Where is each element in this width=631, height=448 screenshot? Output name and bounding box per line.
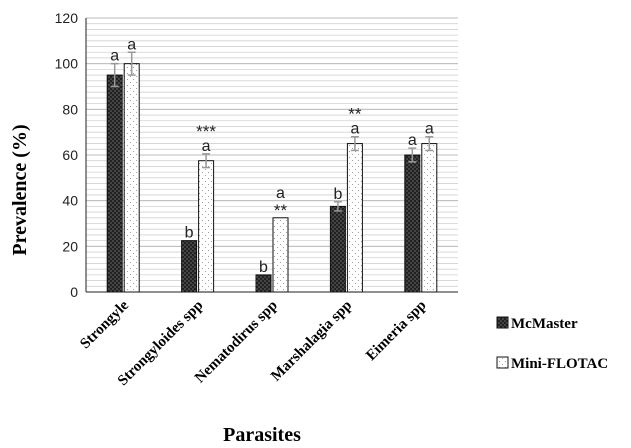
legend: McMaster Mini-FLOTAC	[496, 316, 608, 372]
letter-label: a	[408, 132, 417, 149]
bar-mcmaster	[181, 240, 198, 293]
y-tick-label: 60	[62, 147, 78, 163]
significance-label: **	[348, 105, 362, 124]
letter-label: a	[350, 121, 359, 138]
significance-label: ***	[196, 122, 216, 141]
x-axis-title: Parasites	[223, 424, 301, 446]
axes: 0 20 40 60 80 100 120	[55, 10, 458, 300]
letter-label: b	[333, 186, 342, 203]
bar-mini-flotac	[198, 160, 215, 293]
y-tick-label: 0	[70, 284, 78, 300]
legend-label: Mini-FLOTAC	[511, 356, 608, 372]
category-label: Marshalagia spp	[268, 298, 355, 385]
letter-label: a	[127, 36, 136, 53]
letter-label: b	[259, 259, 268, 276]
legend-swatch	[496, 356, 509, 369]
legend-label: McMaster	[511, 316, 578, 332]
bar-mcmaster	[106, 74, 123, 293]
gridlines	[86, 17, 458, 293]
bar-mini-flotac	[421, 143, 438, 293]
bar-mini-flotac	[346, 143, 363, 293]
letter-label: b	[185, 225, 194, 242]
y-tick-label: 40	[62, 193, 78, 209]
y-tick-label: 20	[62, 238, 78, 254]
category-label: Eimeria spp	[363, 298, 429, 364]
y-tick-label: 100	[55, 56, 79, 72]
bars	[106, 51, 438, 293]
y-tick-label: 120	[55, 10, 79, 26]
y-axis-title: Prevalence (%)	[9, 124, 31, 255]
bar-mcmaster	[255, 274, 272, 293]
y-tick-label: 80	[62, 101, 78, 117]
letter-label: a	[425, 121, 434, 138]
letter-label: a	[110, 48, 119, 65]
bar-mcmaster	[329, 205, 346, 293]
category-label: Strongyle	[77, 297, 132, 352]
letter-label: a	[202, 138, 211, 155]
bar-mcmaster	[404, 154, 421, 293]
significance-label: **	[274, 201, 288, 220]
letter-label: a	[276, 185, 285, 202]
bar-mini-flotac	[272, 217, 289, 293]
bar-mini-flotac	[123, 63, 140, 293]
legend-swatch	[496, 316, 509, 329]
